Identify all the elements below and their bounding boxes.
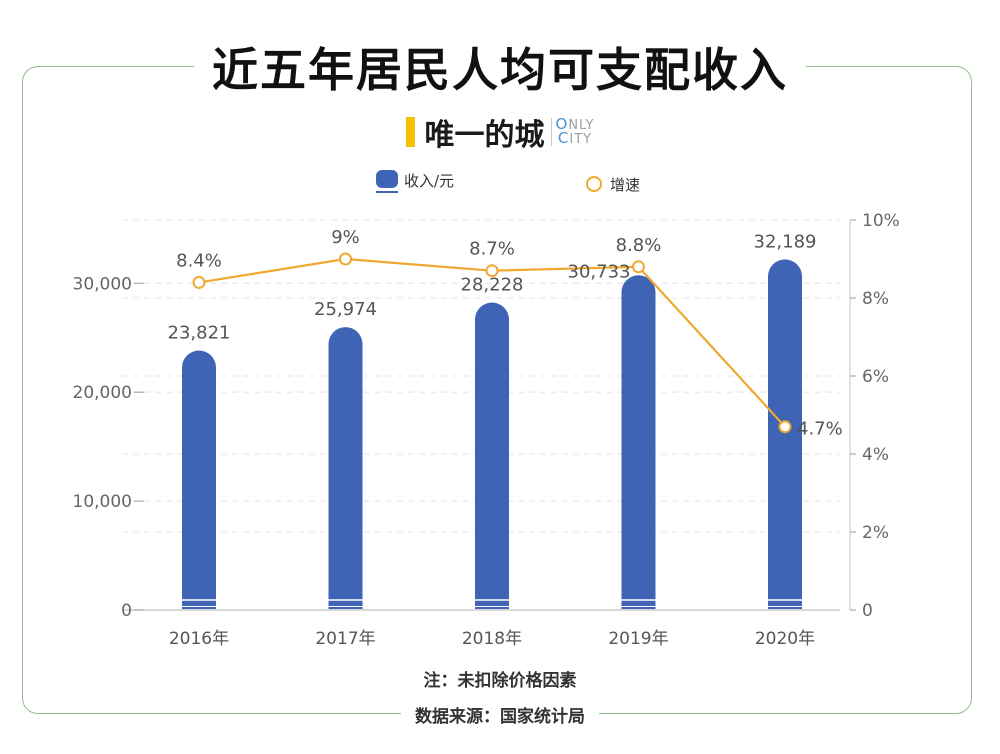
page-title: 近五年居民人均可支配收入: [0, 34, 1000, 100]
growth-point-0: [192, 275, 206, 289]
brand-english: ONLY CITY: [550, 117, 595, 146]
y-right-tick-label: 4%: [862, 445, 889, 465]
x-tick-label: 2018年: [462, 629, 522, 649]
x-tick-label: 2020年: [755, 629, 815, 649]
growth-value-label-0: 8.4%: [176, 250, 222, 271]
footnote: 注：未扣除价格因素: [423, 671, 577, 691]
bar-2: [475, 302, 509, 606]
growth-point-3: [632, 260, 645, 274]
legend-item-income[interactable]: 收入/元: [376, 170, 454, 193]
axes: 0 10,000 20,000 30,000 0 2% 4% 6% 8% 10% 2016年 2017…: [73, 211, 900, 649]
x-tick-label: 2019年: [608, 629, 668, 649]
y-right-tick-label: 8%: [862, 289, 889, 309]
legend-line-icon: [586, 176, 602, 192]
y-left-tick-label: 30,000: [73, 274, 132, 294]
legend: 收入/元 增速: [376, 170, 640, 194]
y-right-tick-label: 0: [862, 601, 873, 621]
legend-label-income: 收入/元: [404, 172, 454, 190]
y-right-tick-label: 2%: [862, 523, 889, 543]
growth-value-label-1: 9%: [331, 227, 360, 248]
bar-value-label-3: 30,733: [568, 261, 631, 282]
legend-bar-icon: [376, 170, 398, 188]
growth-value-label-2: 8.7%: [469, 239, 515, 260]
y-right-tick-label: 6%: [862, 367, 889, 387]
bar-value-label-2: 28,228: [461, 275, 524, 296]
line-series: [192, 252, 792, 434]
y-left-tick-label: 10,000: [73, 492, 132, 512]
y-left-tick-label: 0: [121, 601, 132, 621]
x-tick-label: 2017年: [315, 629, 375, 649]
bar-1: [328, 327, 363, 606]
bar-value-label-4: 32,189: [754, 231, 817, 252]
grid-lines: [122, 219, 840, 533]
legend-label-growth: 增速: [610, 176, 640, 194]
data-source: 数据来源：国家统计局: [0, 702, 1000, 727]
bar-series: [182, 259, 802, 609]
growth-value-label-3: 8.8%: [616, 235, 662, 256]
brand-logo: 唯一的城 ONLY CITY: [0, 110, 1000, 154]
legend-item-growth[interactable]: 增速: [586, 176, 640, 194]
growth-point-2: [485, 264, 499, 278]
x-tick-label: 2016年: [169, 629, 229, 649]
growth-value-label-4: 4.7%: [797, 419, 843, 440]
brand-name: 唯一的城: [424, 118, 545, 153]
growth-point-4: [778, 420, 792, 434]
bar-3: [621, 275, 656, 606]
y-left-tick-label: 20,000: [73, 383, 132, 403]
growth-point-1: [339, 252, 352, 266]
bar-value-label-0: 23,821: [168, 323, 231, 344]
bar-value-label-1: 25,974: [314, 299, 377, 320]
y-right-tick-label: 10%: [862, 211, 900, 231]
bar-0: [182, 350, 216, 606]
data-labels: 23,821 25,974 28,228 30,733 32,189 8.4% 9% 8.7%…: [168, 227, 843, 440]
brand-mark-icon: [405, 117, 415, 147]
